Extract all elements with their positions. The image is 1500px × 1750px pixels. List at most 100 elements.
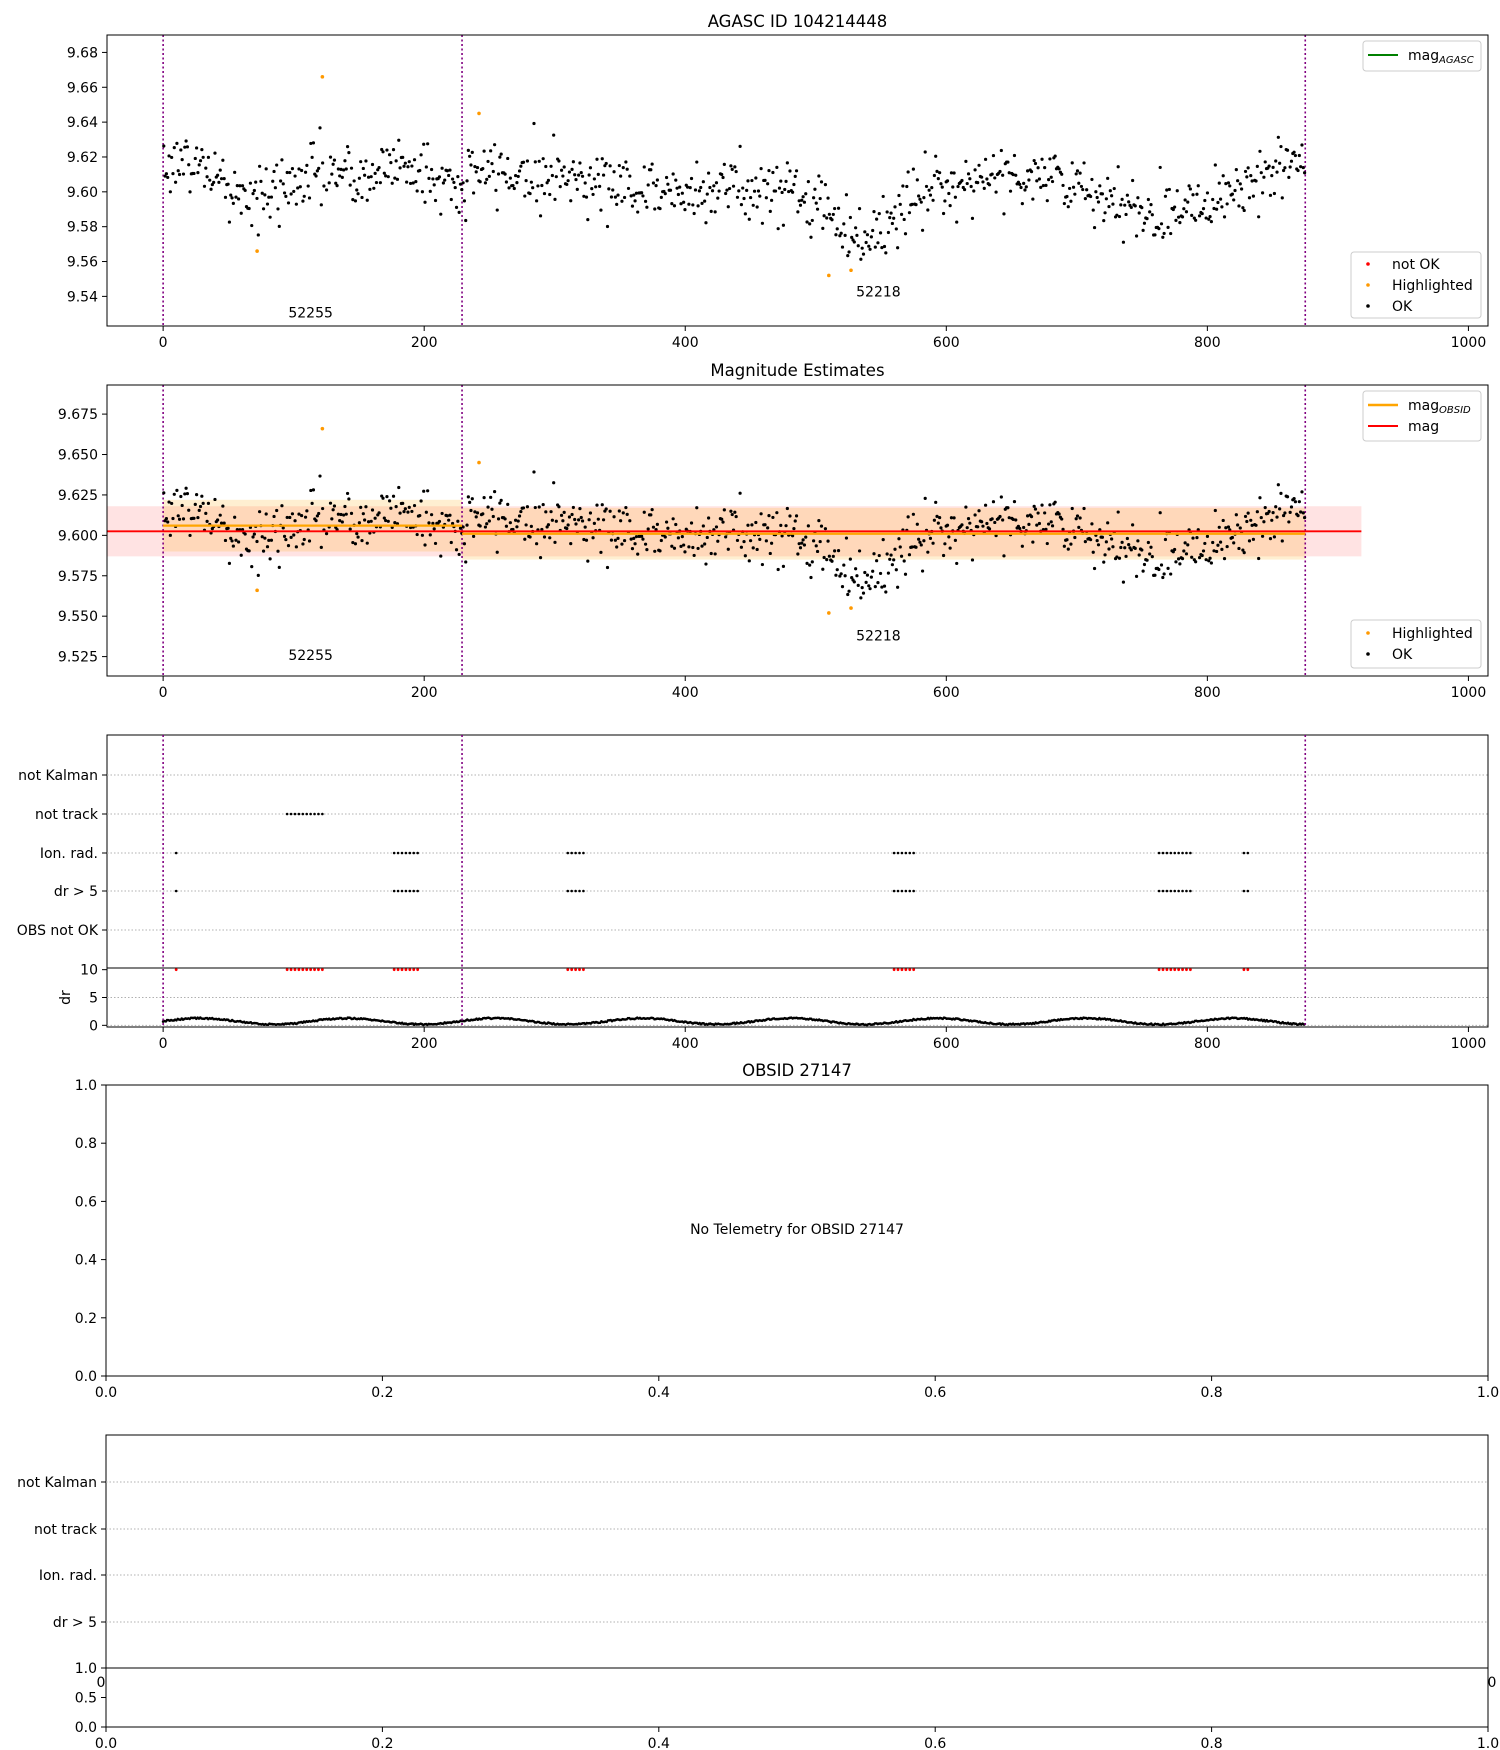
ok-point bbox=[705, 535, 709, 540]
ok-point bbox=[859, 257, 863, 261]
ok-point bbox=[770, 198, 774, 202]
ok-point bbox=[830, 559, 834, 563]
ok-point bbox=[1070, 161, 1074, 165]
ok-point bbox=[433, 198, 438, 203]
ok-point bbox=[1197, 214, 1202, 218]
mag-ytick-label: 9.525 bbox=[58, 650, 98, 666]
ok-point bbox=[785, 161, 789, 165]
ok-point bbox=[1045, 199, 1049, 203]
ok-point bbox=[321, 506, 325, 511]
ok-point bbox=[247, 206, 251, 211]
flag-point bbox=[912, 889, 915, 893]
ok-point bbox=[398, 511, 402, 515]
ok-point bbox=[1215, 207, 1219, 211]
ok-point bbox=[893, 547, 897, 551]
not-ok-point bbox=[1173, 968, 1177, 972]
ok-point bbox=[222, 521, 226, 525]
ok-point bbox=[306, 184, 310, 188]
flag-point bbox=[1157, 851, 1161, 855]
flag-point bbox=[416, 851, 419, 855]
ok-point bbox=[221, 158, 225, 162]
ok-point bbox=[966, 172, 971, 176]
ok-point bbox=[651, 181, 656, 185]
ok-point bbox=[176, 514, 180, 518]
ok-point bbox=[776, 567, 780, 572]
ok-point bbox=[184, 486, 188, 490]
ok-point bbox=[714, 181, 719, 185]
ok-point bbox=[426, 142, 430, 146]
flag-point bbox=[578, 889, 581, 893]
ok-point bbox=[524, 178, 528, 183]
ok-point bbox=[721, 175, 725, 180]
ok-point bbox=[577, 518, 581, 522]
ok-point bbox=[550, 173, 554, 178]
ok-point bbox=[1268, 193, 1273, 197]
ok-point bbox=[1250, 523, 1254, 527]
ok-point bbox=[814, 201, 818, 205]
flag-point bbox=[900, 889, 904, 893]
ok-point bbox=[880, 585, 884, 589]
ok-point bbox=[815, 207, 820, 211]
ok-point bbox=[394, 159, 398, 163]
ok-point bbox=[683, 208, 687, 212]
ok-point bbox=[760, 562, 765, 567]
ok-point bbox=[763, 178, 767, 182]
ok-point bbox=[813, 187, 817, 191]
agasc-ytick-label: 9.62 bbox=[67, 150, 98, 166]
ok-point bbox=[1123, 546, 1127, 550]
ok-point bbox=[439, 212, 443, 216]
ok-point bbox=[825, 216, 829, 220]
ok-point bbox=[1184, 210, 1189, 214]
flag-label: dr > 5 bbox=[53, 1615, 97, 1631]
ok-point bbox=[469, 163, 473, 167]
ok-point bbox=[1243, 514, 1248, 519]
agasc-ytick-label: 9.60 bbox=[67, 185, 98, 201]
ok-point bbox=[1234, 168, 1238, 172]
ok-point bbox=[867, 584, 871, 588]
ok-point bbox=[927, 188, 931, 192]
ok-point bbox=[839, 231, 843, 235]
ok-point bbox=[473, 164, 477, 169]
ok-point bbox=[1180, 557, 1185, 561]
flag-point bbox=[1189, 889, 1192, 893]
ok-point bbox=[674, 522, 678, 527]
ok-point bbox=[689, 521, 694, 525]
ok-point bbox=[229, 193, 233, 197]
legend-mag-obsid-label: mag bbox=[1408, 398, 1439, 414]
ok-point bbox=[998, 169, 1002, 174]
ok-point bbox=[600, 503, 604, 507]
highlighted-point bbox=[827, 273, 831, 278]
ok-point bbox=[733, 165, 737, 169]
ok-point bbox=[1001, 518, 1005, 522]
ok-point bbox=[516, 174, 520, 179]
ok-point bbox=[800, 541, 804, 545]
ok-point bbox=[387, 499, 392, 503]
ok-point bbox=[1245, 175, 1249, 179]
ok-point bbox=[170, 501, 174, 506]
ok-point bbox=[318, 474, 322, 478]
ok-point bbox=[713, 210, 717, 214]
ok-point bbox=[364, 159, 368, 163]
legend-marker bbox=[1366, 631, 1370, 635]
flag-point bbox=[174, 889, 178, 893]
ok-point bbox=[490, 162, 494, 166]
legend-label: Highlighted bbox=[1392, 278, 1473, 294]
ok-point bbox=[1182, 207, 1186, 211]
flag-point bbox=[1246, 851, 1250, 855]
ok-point bbox=[498, 155, 502, 159]
ok-point bbox=[276, 207, 280, 211]
ok-point bbox=[645, 548, 649, 552]
ok-point bbox=[449, 197, 453, 202]
flag-point bbox=[570, 889, 573, 893]
ok-point bbox=[1150, 213, 1154, 217]
ok-point bbox=[494, 188, 498, 192]
ok-point bbox=[770, 541, 774, 545]
ok-point bbox=[408, 181, 413, 186]
ok-point bbox=[625, 167, 629, 171]
ok-point bbox=[764, 539, 768, 543]
ok-point bbox=[1247, 196, 1252, 200]
ok-point bbox=[619, 519, 623, 523]
flag-label: dr > 5 bbox=[54, 884, 98, 900]
ok-point bbox=[629, 194, 633, 198]
